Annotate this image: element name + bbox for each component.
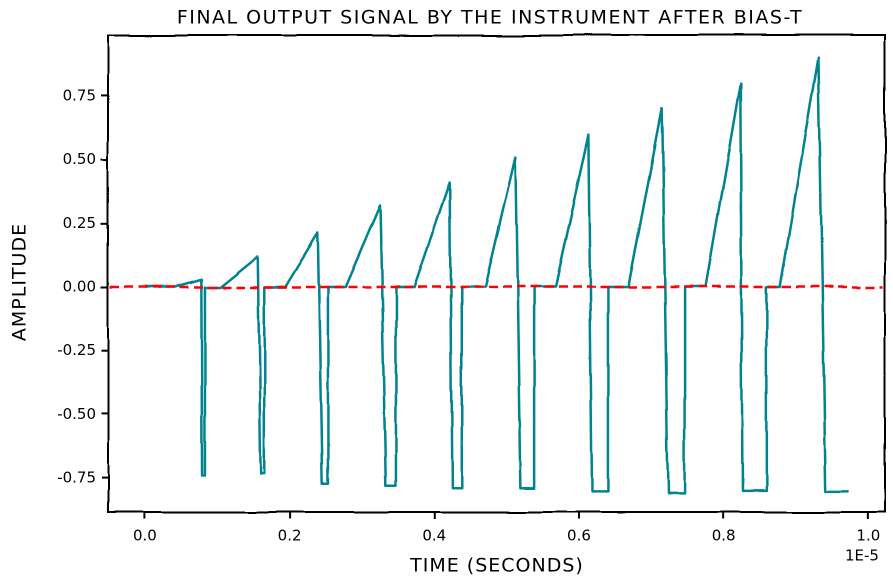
x-tick-label: 0.4 <box>422 527 446 545</box>
x-tick-label: 1.0 <box>856 527 880 545</box>
y-tick-label: 0.25 <box>63 214 96 232</box>
y-tick-label: 0.75 <box>63 86 96 104</box>
plot-area <box>101 34 886 519</box>
x-tick-label: 0.6 <box>567 527 591 545</box>
x-tick-label: 0.8 <box>712 527 736 545</box>
x-tick-label: 0.0 <box>133 527 157 545</box>
y-tick-label: -0.50 <box>57 405 96 423</box>
chart-title: FINAL OUTPUT SIGNAL BY THE INSTRUMENT AF… <box>177 7 803 29</box>
x-axis-title: TIME (SECONDS) <box>409 555 584 577</box>
x-offset-label: 1E-5 <box>845 547 879 565</box>
y-tick-label: 0.50 <box>63 150 96 168</box>
y-tick-label: -0.25 <box>57 341 96 359</box>
signal-line <box>143 56 850 495</box>
y-tick-label: 0.00 <box>63 278 96 296</box>
axes-frame <box>107 34 886 513</box>
y-tick-label: -0.75 <box>57 469 96 487</box>
y-axis-title: AMPLITUDE <box>9 223 31 341</box>
x-tick-label: 0.2 <box>278 527 302 545</box>
